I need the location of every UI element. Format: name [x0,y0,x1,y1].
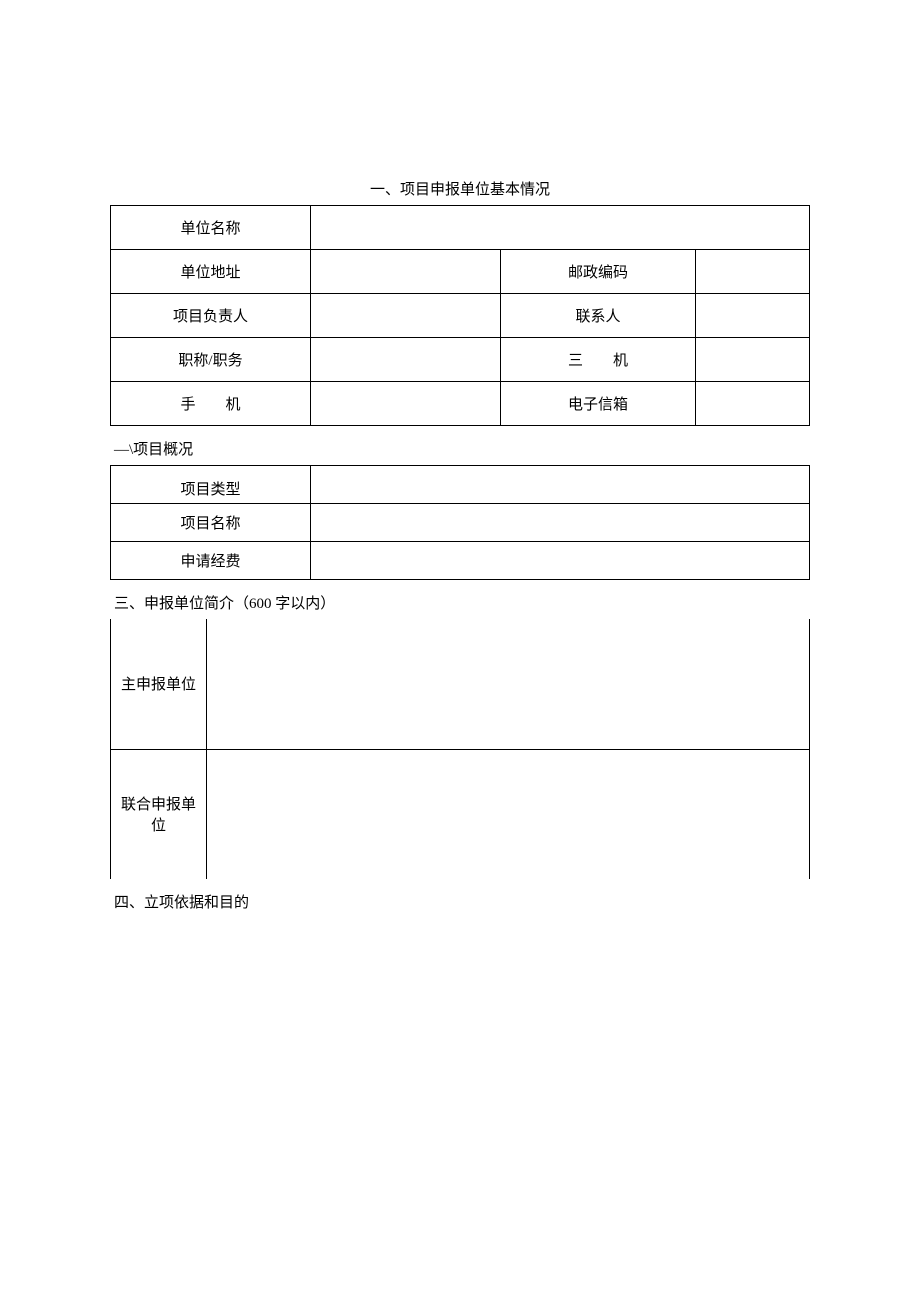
table-unit-intro: 主申报单位 联合申报单位 [110,619,810,879]
label-title-position: 职称/职务 [111,338,311,382]
value-postal-code [696,250,810,294]
value-title-position [311,338,501,382]
value-contact [696,294,810,338]
section-4-title: 四、立项依据和目的 [110,891,810,912]
value-email [696,382,810,426]
label-project-name: 项目名称 [111,504,311,542]
label-unit-name: 单位名称 [111,206,311,250]
label-email: 电子信箱 [501,382,696,426]
value-unit-address [311,250,501,294]
label-contact: 联系人 [501,294,696,338]
table-row: 单位地址 邮政编码 [111,250,810,294]
label-mobile: 手 机 [111,382,311,426]
label-main-unit: 主申报单位 [111,619,207,749]
table-row: 联合申报单位 [111,749,810,879]
value-unit-name [311,206,810,250]
table-unit-info: 单位名称 单位地址 邮政编码 项目负责人 联系人 职称/职务 三 机 手 机 电… [110,205,810,426]
value-funding [311,542,810,580]
table-row: 项目类型 [111,466,810,504]
section-2-title: —\项目概况 [110,438,810,459]
label-project-leader: 项目负责人 [111,294,311,338]
table-row: 职称/职务 三 机 [111,338,810,382]
label-sanji: 三 机 [501,338,696,382]
table-row: 主申报单位 [111,619,810,749]
label-funding: 申请经费 [111,542,311,580]
value-project-type [311,466,810,504]
table-row: 单位名称 [111,206,810,250]
value-main-unit [207,619,810,749]
table-row: 项目负责人 联系人 [111,294,810,338]
table-project-overview: 项目类型 项目名称 申请经费 [110,465,810,580]
table-row: 申请经费 [111,542,810,580]
table-row: 手 机 电子信箱 [111,382,810,426]
value-joint-unit [207,749,810,879]
value-sanji [696,338,810,382]
label-joint-unit: 联合申报单位 [111,749,207,879]
value-project-leader [311,294,501,338]
table-row: 项目名称 [111,504,810,542]
section-1-title: 一、项目申报单位基本情况 [110,178,810,199]
label-unit-address: 单位地址 [111,250,311,294]
value-mobile [311,382,501,426]
label-project-type: 项目类型 [111,466,311,504]
value-project-name [311,504,810,542]
section-3-title: 三、申报单位简介（600 字以内） [110,592,810,613]
label-postal-code: 邮政编码 [501,250,696,294]
